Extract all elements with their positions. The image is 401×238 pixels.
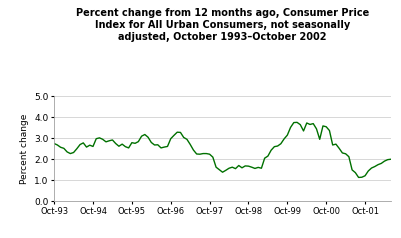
Text: Percent change from 12 months ago, Consumer Price
Index for All Urban Consumers,: Percent change from 12 months ago, Consu… — [76, 8, 369, 41]
Y-axis label: Percent change: Percent change — [20, 114, 28, 184]
